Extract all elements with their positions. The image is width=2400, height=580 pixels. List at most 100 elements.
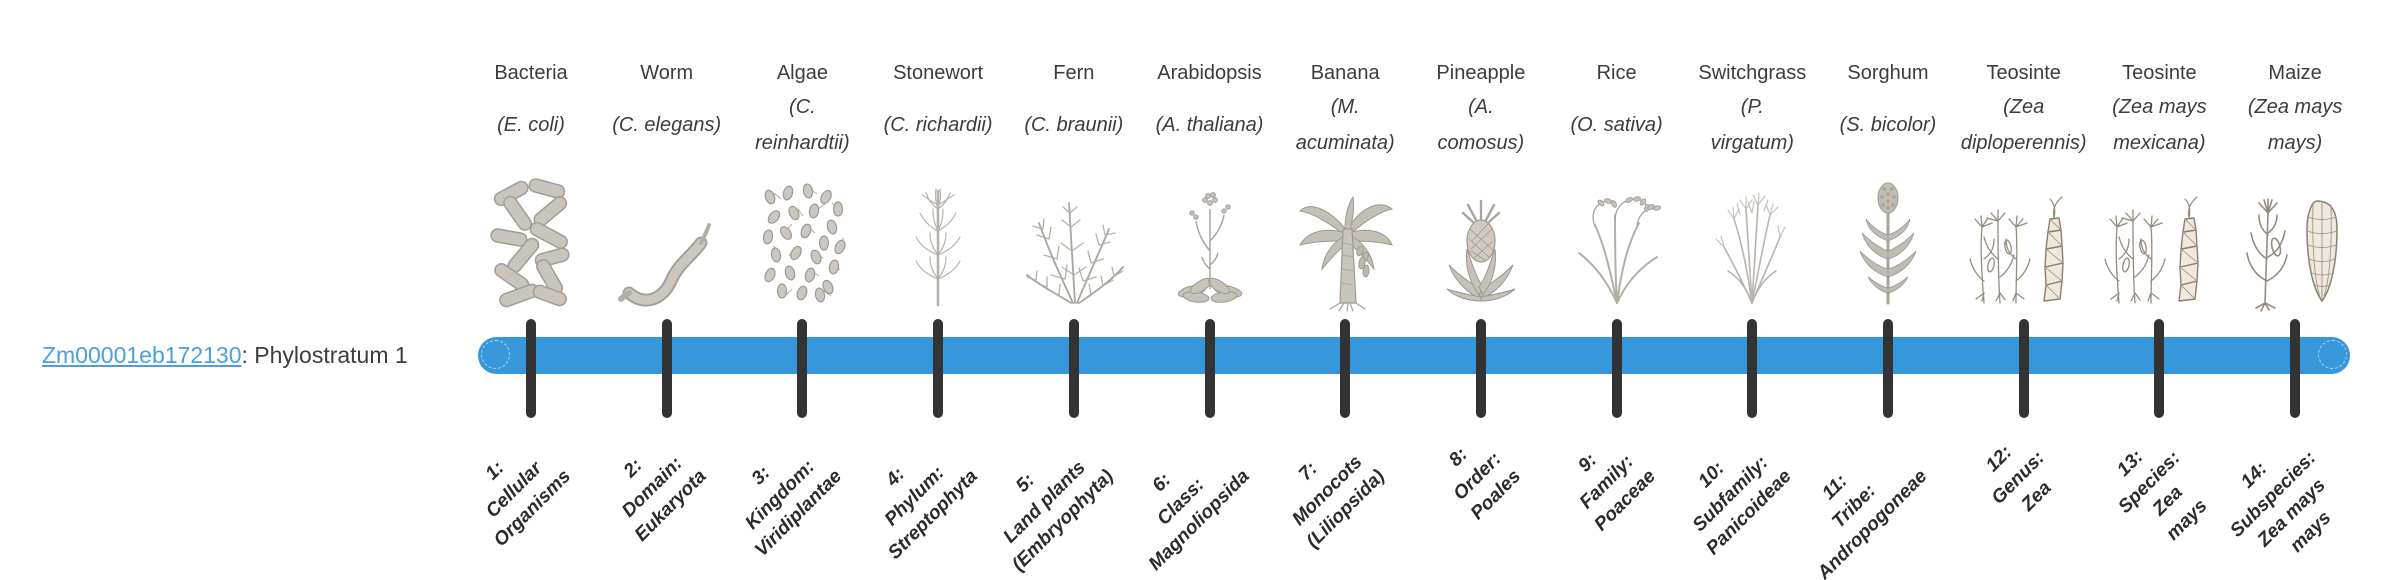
maize-icon: [2246, 198, 2338, 312]
taxon-column: Banana (M. acuminata): [1270, 0, 1420, 580]
stratum-label: 1: Cellular Organisms: [481, 457, 575, 551]
tick-mark: [2154, 319, 2165, 418]
taxon-column: Sorghum (S. bicolor): [1813, 0, 1963, 580]
bar-end-ring-left: [481, 340, 510, 369]
organism-name: Teosinte: [2122, 62, 2197, 84]
tick-mark: [1611, 319, 1622, 418]
tick-mark: [1747, 319, 1758, 418]
taxon-column: Teosinte (Zea mays mexicana): [2084, 0, 2234, 580]
rice-icon: [1577, 196, 1661, 304]
algae-icon: [763, 183, 847, 303]
species-name: (E. coli): [497, 114, 565, 136]
tick-mark: [933, 319, 944, 418]
fern-icon: [1025, 202, 1124, 304]
organism-illustration: [868, 155, 1008, 307]
organism-name: Stonewort: [893, 62, 984, 84]
taxon-column: Switchgrass (P. virgatum): [1677, 0, 1827, 580]
taxon-column: Rice (O. sativa): [1542, 0, 1692, 580]
organism-illustration: [597, 155, 737, 307]
taxon-column: Worm (C. elegans) 2: Domain: Eukaryota: [592, 0, 742, 580]
organism-name: Arabidopsis: [1157, 62, 1262, 84]
organism-name: Sorghum: [1847, 62, 1929, 84]
species-name: (A. thaliana): [1155, 114, 1264, 136]
phylostratum-text: : Phylostratum 1: [241, 342, 408, 368]
stratum-label: 2: Domain: Eukaryota: [617, 452, 711, 546]
taxon-column: Maize (Zea mays mays) 14: Subspecies: Ze…: [2220, 0, 2370, 580]
species-name: (Zea diploperennis): [1960, 96, 2087, 154]
organism-name: Switchgrass: [1698, 62, 1807, 84]
organism-name: Worm: [640, 62, 694, 84]
switchgrass-icon: [1715, 192, 1786, 304]
organism-illustration: [732, 155, 872, 305]
taxon-column: Arabidopsis (A. thaliana) 6: Class:: [1135, 0, 1285, 580]
organism-illustration: [1954, 155, 2094, 305]
organism-illustration: [1682, 155, 1822, 305]
arabidopsis-icon: [1177, 192, 1242, 303]
species-name: (C. braunii): [1024, 114, 1124, 136]
tick-mark: [1883, 319, 1893, 418]
gene-label: Zm00001eb172130: Phylostratum 1: [42, 341, 408, 370]
tick-mark: [661, 319, 672, 418]
species-name: (C. reinhardtii): [755, 96, 850, 154]
stratum-label: 12: Genus: Zea: [1982, 441, 2056, 516]
species-name: (P. virgatum): [1710, 96, 1794, 154]
stratum-label: 13: Species: Zea mays: [2113, 446, 2212, 545]
taxon-column: Fern (C. braunii) 5: Land plants (Embryo…: [999, 0, 1149, 580]
stratum-label: 10: Subfamily: Panicoideae: [1688, 452, 1797, 560]
taxon-column: Teosinte (Zea diploperennis): [1949, 0, 2099, 580]
stratum-label: 4: Phylum: Streptophyta: [880, 462, 982, 564]
stratum-label: 9: Family: Poaceae: [1574, 449, 1661, 536]
gene-link[interactable]: Zm00001eb172130: [42, 342, 242, 368]
organism-name: Algae: [776, 62, 828, 84]
bacteria-icon: [490, 178, 570, 308]
stratum-label: 7: Monocots (Liliopsida): [1287, 451, 1389, 553]
species-name: (Zea mays mexicana): [2112, 96, 2207, 154]
taxon-column: Stonewort (C. richardii) 4: Phylum: Stre…: [863, 0, 1013, 580]
organism-illustration: [1140, 155, 1280, 305]
organism-illustration: [2089, 155, 2229, 305]
organism-name: Banana: [1310, 62, 1380, 84]
stratum-label: 14: Subspecies: Zea mays mays: [2226, 447, 2336, 557]
stonewort-icon: [915, 188, 961, 307]
organism-illustration: [1411, 155, 1551, 305]
organism-illustration: [1275, 155, 1415, 312]
pineapple-icon: [1446, 199, 1516, 302]
teosinte-icon: [1969, 196, 2064, 304]
stratum-label: 8: Order: Poales: [1444, 444, 1525, 525]
species-name: (Zea mays mays): [2247, 96, 2343, 154]
tick-mark: [2018, 319, 2029, 418]
organism-name: Pineapple: [1436, 62, 1526, 84]
organism-name: Teosinte: [1986, 62, 2061, 84]
teosinte-icon: [2104, 196, 2200, 304]
sorghum-icon: [1859, 182, 1917, 305]
worm-icon: [617, 223, 711, 307]
tick-mark: [2290, 319, 2301, 418]
organism-name: Rice: [1596, 62, 1637, 84]
taxon-column: Algae (C. reinhardtii): [727, 0, 877, 580]
bar-end-ring-right: [2318, 340, 2347, 369]
species-name: (O. sativa): [1570, 114, 1663, 136]
organism-name: Maize: [2268, 62, 2322, 84]
species-name: (M. acuminata): [1295, 96, 1395, 154]
organism-illustration: [461, 155, 601, 308]
timeline-bar: [478, 337, 2350, 374]
organism-illustration: [2225, 155, 2365, 312]
species-name: (A. comosus): [1437, 96, 1525, 154]
tick-mark: [1204, 319, 1215, 418]
organism-illustration: [1547, 155, 1687, 305]
tick-mark: [1475, 319, 1486, 418]
species-name: (C. elegans): [612, 114, 722, 136]
species-name: (C. richardii): [883, 114, 993, 136]
taxon-column: Pineapple (A. comosus) 8: Order: Poales: [1406, 0, 1556, 580]
tick-mark: [1068, 319, 1079, 418]
tick-mark: [1340, 319, 1351, 418]
tick-mark: [797, 319, 808, 418]
organism-illustration: [1818, 155, 1958, 305]
organism-name: Bacteria: [494, 62, 568, 84]
taxon-column: Bacteria (E. coli) 1: Cellular Organis: [456, 0, 606, 580]
banana-icon: [1299, 195, 1394, 312]
organism-name: Fern: [1053, 62, 1095, 84]
organism-illustration: [1004, 155, 1144, 305]
species-name: (S. bicolor): [1839, 114, 1937, 136]
